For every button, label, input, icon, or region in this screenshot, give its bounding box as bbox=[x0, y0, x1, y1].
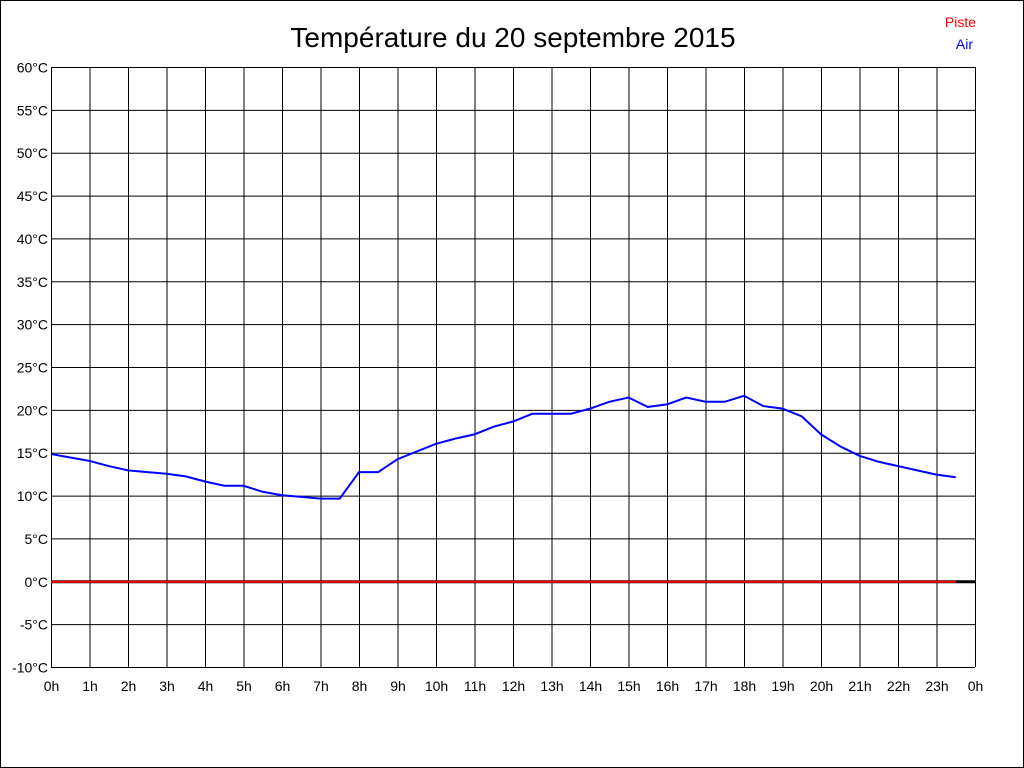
x-tick-label: 0h bbox=[44, 678, 60, 694]
y-tick-label: -5°C bbox=[20, 617, 48, 633]
x-tick-label: 14h bbox=[579, 678, 602, 694]
y-tick-label: 55°C bbox=[17, 102, 48, 118]
x-tick-label: 19h bbox=[771, 678, 794, 694]
y-tick-label: 60°C bbox=[17, 60, 48, 76]
x-tick-label: 16h bbox=[656, 678, 679, 694]
x-tick-label: 4h bbox=[198, 678, 214, 694]
x-tick-label: 20h bbox=[810, 678, 833, 694]
x-tick-label: 18h bbox=[733, 678, 756, 694]
legend-piste: Piste bbox=[945, 14, 976, 30]
x-tick-label: 0h bbox=[968, 678, 984, 694]
x-tick-label: 7h bbox=[313, 678, 329, 694]
x-tick-label: 21h bbox=[848, 678, 871, 694]
x-tick-label: 10h bbox=[425, 678, 448, 694]
x-tick-label: 6h bbox=[275, 678, 291, 694]
y-tick-label: 5°C bbox=[25, 531, 49, 547]
x-tick-label: 9h bbox=[390, 678, 406, 694]
y-tick-label: 40°C bbox=[17, 231, 48, 247]
legend-air: Air bbox=[956, 36, 973, 52]
x-tick-label: 17h bbox=[694, 678, 717, 694]
y-tick-label: 25°C bbox=[17, 360, 48, 376]
y-tick-label: 10°C bbox=[17, 488, 48, 504]
x-tick-label: 23h bbox=[925, 678, 948, 694]
x-tick-label: 3h bbox=[159, 678, 175, 694]
series-line-air bbox=[50, 394, 956, 500]
y-tick-label: 20°C bbox=[17, 402, 48, 418]
y-tick-label: 35°C bbox=[17, 274, 48, 290]
y-tick-label: 45°C bbox=[17, 188, 48, 204]
y-tick-label: 30°C bbox=[17, 317, 48, 333]
chart-title: Température du 20 septembre 2015 bbox=[290, 22, 735, 53]
x-tick-label: 1h bbox=[82, 678, 98, 694]
x-tick-label: 8h bbox=[352, 678, 368, 694]
x-tick-label: 12h bbox=[502, 678, 525, 694]
x-tick-label: 15h bbox=[617, 678, 640, 694]
x-tick-label: 11h bbox=[464, 678, 486, 694]
y-tick-label: 15°C bbox=[17, 445, 48, 461]
x-tick-label: 13h bbox=[540, 678, 563, 694]
x-tick-label: 22h bbox=[887, 678, 910, 694]
y-tick-label: -10°C bbox=[12, 660, 48, 676]
y-tick-label: 50°C bbox=[17, 145, 48, 161]
x-tick-label: 5h bbox=[236, 678, 252, 694]
y-tick-label: 0°C bbox=[25, 574, 49, 590]
x-tick-label: 2h bbox=[121, 678, 137, 694]
